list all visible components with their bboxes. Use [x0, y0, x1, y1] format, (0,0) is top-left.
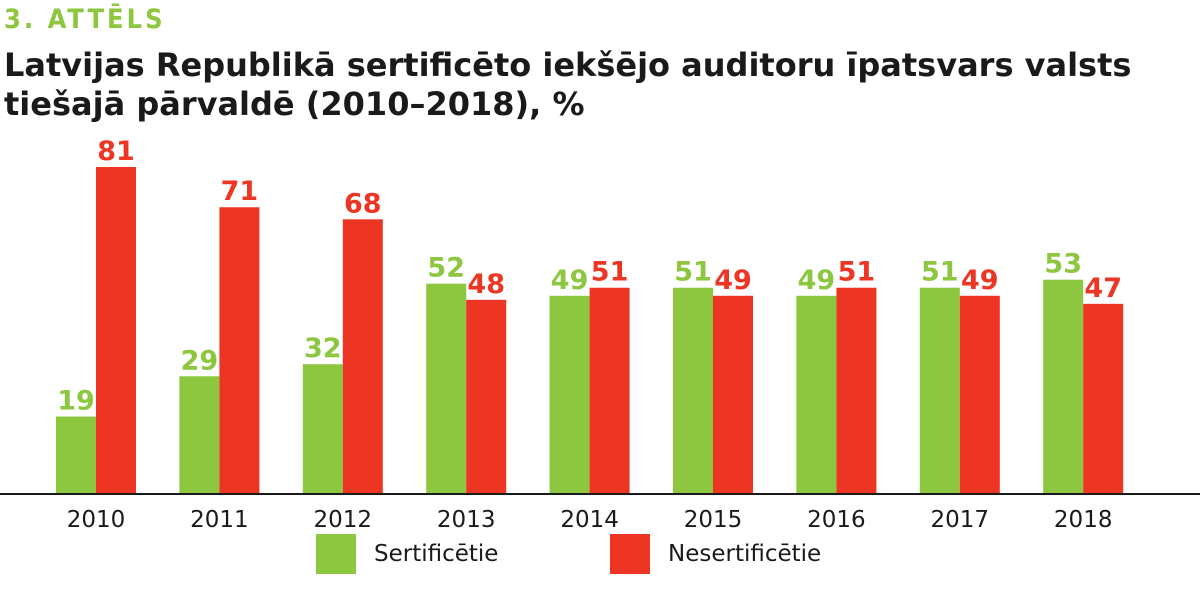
data-label: 81 [97, 136, 135, 167]
bar-nesertificetie-2017 [959, 295, 1000, 493]
bar-sertificetie-2016 [796, 295, 837, 493]
data-label: 53 [1044, 249, 1082, 280]
legend-swatch-red [610, 534, 650, 574]
figure-label: 3. ATTĒLS [4, 4, 166, 35]
data-label: 48 [467, 269, 505, 300]
legend-item-nesertificetie: Nesertificētie [610, 534, 821, 574]
legend-item-sertificetie: Sertificētie [316, 534, 498, 574]
legend-swatch-green [316, 534, 356, 574]
x-tick-label: 2014 [560, 507, 619, 533]
bar-sertificetie-2013 [426, 283, 467, 493]
data-label: 51 [674, 257, 712, 288]
data-label: 49 [961, 265, 999, 296]
bar-nesertificetie-2014 [589, 287, 630, 493]
bar-nesertificetie-2012 [342, 219, 383, 493]
bar-sertificetie-2017 [919, 287, 960, 493]
data-label: 51 [921, 257, 959, 288]
legend-label: Nesertificētie [668, 541, 822, 567]
bar-sertificetie-2012 [302, 364, 343, 493]
data-label: 71 [221, 176, 259, 207]
data-label: 29 [181, 345, 219, 376]
data-label: 47 [1084, 273, 1122, 304]
x-tick-label: 2010 [67, 507, 126, 533]
bar-nesertificetie-2015 [713, 295, 753, 493]
bar-nesertificetie-2013 [466, 299, 507, 493]
data-label: 19 [57, 386, 95, 417]
data-label: 49 [798, 265, 836, 296]
legend: Sertificētie Nesertificētie [0, 534, 1200, 578]
bar-nesertificetie-2011 [219, 207, 260, 493]
x-tick-label: 2011 [190, 507, 249, 533]
x-tick-label: 2018 [1054, 507, 1113, 533]
data-label: 49 [551, 265, 589, 296]
bar-nesertificetie-2010 [96, 167, 136, 493]
data-label: 49 [714, 265, 752, 296]
x-tick-label: 2017 [931, 507, 990, 533]
data-label: 52 [427, 253, 465, 284]
bar-sertificetie-2014 [549, 295, 590, 493]
x-tick-label: 2012 [314, 507, 373, 533]
chart-title: Latvijas Republikā sertificēto iekšējo a… [4, 46, 1132, 123]
bar-nesertificetie-2016 [836, 287, 877, 493]
legend-label: Sertificētie [374, 541, 499, 567]
data-label: 32 [304, 333, 342, 364]
bar-sertificetie-2015 [673, 287, 713, 493]
data-label: 51 [591, 257, 629, 288]
x-tick-label: 2016 [807, 507, 866, 533]
bar-nesertificetie-2018 [1083, 303, 1124, 493]
bar-sertificetie-2011 [179, 376, 220, 493]
x-tick-label: 2015 [684, 507, 743, 533]
bar-sertificetie-2010 [56, 416, 96, 493]
bar-sertificetie-2018 [1043, 279, 1084, 493]
data-label: 68 [344, 188, 382, 219]
x-tick-label: 2013 [437, 507, 496, 533]
data-label: 51 [838, 257, 876, 288]
